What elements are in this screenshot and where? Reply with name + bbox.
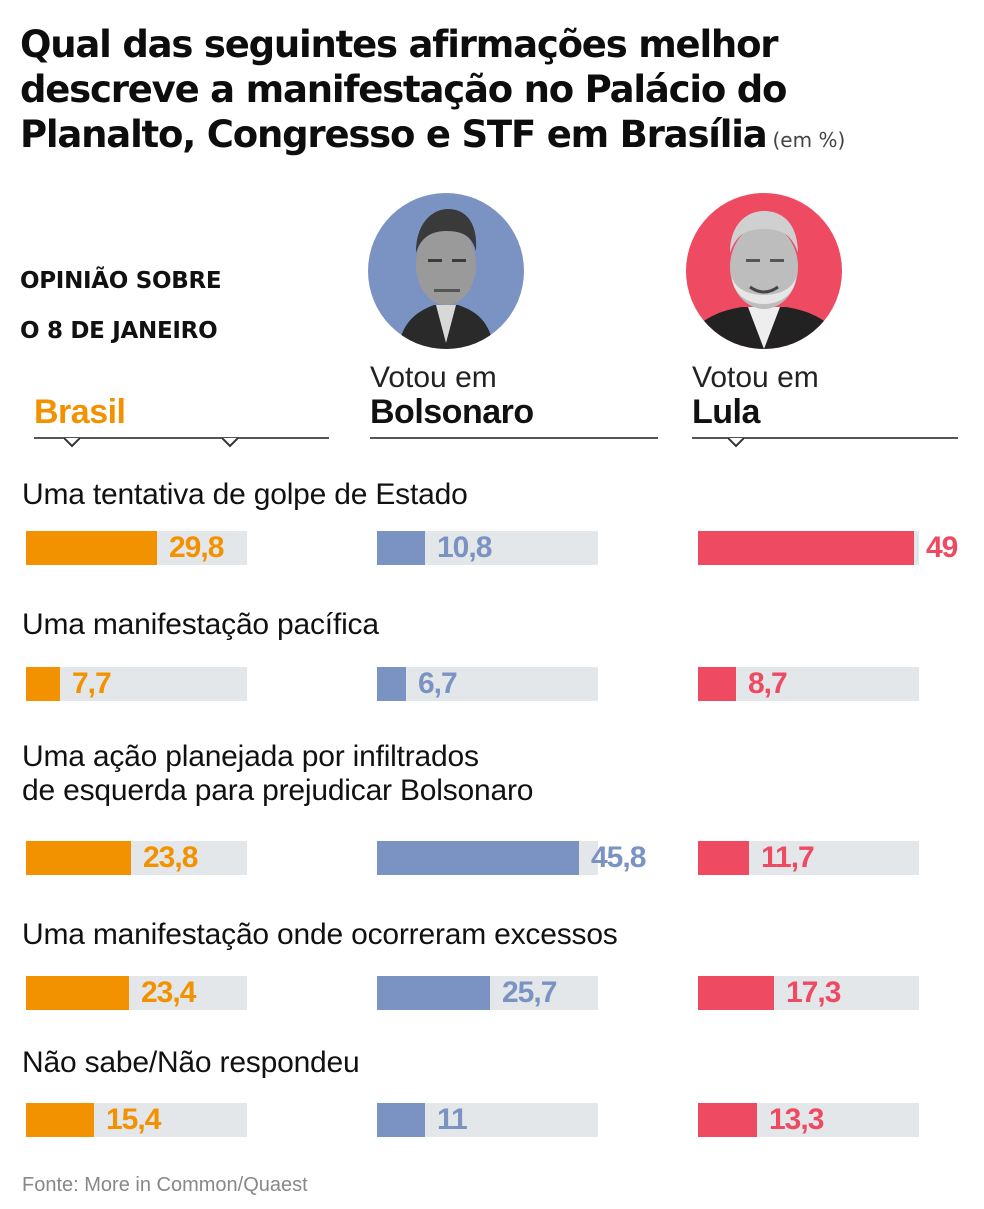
title-line-2: descreve a manifestação no Palácio do — [20, 68, 787, 111]
bar-fill-bolsonaro — [377, 1103, 425, 1137]
bar-value-lula: 13,3 — [769, 1103, 824, 1136]
bar-track-bolsonaro: 10,8 — [377, 531, 598, 565]
lula-portrait-icon — [686, 193, 842, 349]
bar-value-lula: 8,7 — [748, 667, 788, 700]
column-header-bolsonaro: Votou em Bolsonaro — [370, 361, 534, 431]
bar-value-lula: 49 — [926, 531, 958, 564]
subtitle-line-1: OPINIÃO SOBRE — [20, 268, 222, 294]
bar-track-bolsonaro: 11 — [377, 1103, 598, 1137]
column-name-lula: Lula — [692, 393, 760, 431]
bar-fill-lula — [698, 1103, 757, 1137]
bar-track-lula: 11,7 — [698, 841, 919, 875]
bar-track-lula: 17,3 — [698, 976, 919, 1010]
bar-track-lula: 49 — [698, 531, 958, 565]
bar-value-brasil: 7,7 — [72, 667, 112, 700]
question-label: Uma tentativa de golpe de Estado — [22, 478, 468, 512]
bar-value-brasil: 15,4 — [106, 1103, 161, 1136]
title-line-3: Planalto, Congresso e STF em Brasília (em… — [20, 112, 970, 163]
bar-fill-bolsonaro — [377, 667, 406, 701]
caret-down-icon — [222, 438, 238, 448]
bar-fill-brasil — [26, 1103, 94, 1137]
bar-fill-lula — [698, 531, 914, 565]
question-label-line: Uma ação planejada por infiltrados — [22, 740, 479, 773]
bar-fill-bolsonaro — [377, 976, 490, 1010]
bar-track-bolsonaro: 6,7 — [377, 667, 598, 701]
caret-down-icon — [728, 438, 744, 448]
bar-fill-brasil — [26, 976, 129, 1010]
question-label-line: de esquerda para prejudicar Bolsonaro — [22, 774, 534, 807]
bar-track-lula: 13,3 — [698, 1103, 919, 1137]
column-header-lula: Votou em Lula — [692, 361, 819, 431]
divider-bolsonaro — [370, 437, 658, 439]
subtitle-line-2: O 8 DE JANEIRO — [20, 318, 218, 344]
column-name-bolsonaro: Bolsonaro — [370, 393, 534, 431]
bar-track-bolsonaro: 45,8 — [377, 841, 646, 875]
bar-fill-lula — [698, 841, 749, 875]
bar-fill-brasil — [26, 667, 60, 701]
bar-track-brasil: 29,8 — [26, 531, 247, 565]
column-pre-bolsonaro: Votou em — [370, 361, 497, 394]
bar-track-brasil: 23,4 — [26, 976, 247, 1010]
title-line-3-text: Planalto, Congresso e STF em Brasília — [20, 113, 768, 156]
divider-lula — [692, 437, 958, 439]
question-label: Uma manifestação pacífica — [22, 608, 379, 642]
bar-value-lula: 17,3 — [786, 976, 841, 1009]
bar-fill-bolsonaro — [377, 531, 425, 565]
chart-title: Qual das seguintes afirmações melhor des… — [20, 22, 970, 163]
question-label-line: Uma tentativa de golpe de Estado — [22, 478, 468, 511]
question-label-line: Uma manifestação onde ocorreram excessos — [22, 918, 618, 951]
bolsonaro-portrait-icon — [368, 193, 524, 349]
question-label-line: Não sabe/Não respondeu — [22, 1046, 360, 1079]
question-label: Não sabe/Não respondeu — [22, 1046, 360, 1080]
unit-label: (em %) — [772, 128, 846, 152]
question-label: Uma ação planejada por infiltrados de esq… — [22, 740, 533, 808]
column-name-brasil: Brasil — [34, 393, 126, 431]
bar-fill-lula — [698, 976, 774, 1010]
bar-value-bolsonaro: 10,8 — [437, 531, 492, 564]
bar-fill-lula — [698, 667, 736, 701]
caret-down-icon — [64, 438, 80, 448]
title-line-1: Qual das seguintes afirmações melhor — [20, 23, 779, 66]
chart-subtitle: OPINIÃO SOBRE O 8 DE JANEIRO — [20, 256, 222, 356]
bar-value-bolsonaro: 6,7 — [418, 667, 458, 700]
bar-track-brasil: 15,4 — [26, 1103, 247, 1137]
divider-brasil — [34, 437, 329, 439]
bar-value-brasil: 23,8 — [143, 841, 198, 874]
bar-track-lula: 8,7 — [698, 667, 919, 701]
bar-track-brasil: 23,8 — [26, 841, 247, 875]
source-note: Fonte: More in Common/Quaest — [22, 1174, 308, 1196]
question-label-line: Uma manifestação pacífica — [22, 608, 379, 641]
bar-fill-brasil — [26, 531, 157, 565]
bar-value-brasil: 23,4 — [141, 976, 196, 1009]
bar-value-bolsonaro: 45,8 — [591, 841, 646, 874]
question-label: Uma manifestação onde ocorreram excessos — [22, 918, 618, 952]
bar-track-brasil: 7,7 — [26, 667, 247, 701]
bar-fill-brasil — [26, 841, 131, 875]
bar-value-lula: 11,7 — [761, 841, 815, 874]
bar-fill-bolsonaro — [377, 841, 579, 875]
column-header-brasil: Brasil — [34, 394, 126, 430]
bar-value-brasil: 29,8 — [169, 531, 224, 564]
bar-value-bolsonaro: 11 — [437, 1103, 468, 1136]
column-pre-lula: Votou em — [692, 361, 819, 394]
bar-value-bolsonaro: 25,7 — [502, 976, 557, 1009]
bar-track-bolsonaro: 25,7 — [377, 976, 598, 1010]
